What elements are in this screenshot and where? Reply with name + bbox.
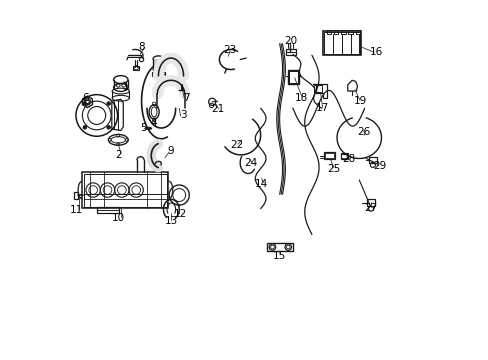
Text: 15: 15 bbox=[272, 251, 285, 261]
Bar bbox=[324, 32, 359, 54]
Text: 20: 20 bbox=[284, 36, 297, 46]
Text: 7: 7 bbox=[183, 93, 189, 103]
Text: 13: 13 bbox=[164, 216, 178, 226]
Circle shape bbox=[107, 102, 110, 105]
Text: 12: 12 bbox=[174, 209, 187, 219]
Bar bbox=[355, 30, 359, 34]
Text: 17: 17 bbox=[315, 103, 328, 113]
Bar bbox=[341, 30, 345, 34]
Circle shape bbox=[83, 102, 86, 105]
Circle shape bbox=[107, 126, 110, 129]
Bar bbox=[74, 192, 78, 199]
Bar bbox=[341, 154, 347, 158]
Text: 6: 6 bbox=[82, 93, 89, 103]
Bar bbox=[333, 30, 338, 34]
Text: 24: 24 bbox=[244, 158, 257, 168]
Bar bbox=[325, 153, 333, 158]
Text: 9: 9 bbox=[167, 146, 174, 156]
Text: 14: 14 bbox=[255, 179, 268, 189]
Text: 26: 26 bbox=[356, 127, 369, 136]
Bar bbox=[266, 243, 292, 251]
Text: 8: 8 bbox=[138, 42, 144, 52]
Text: 29: 29 bbox=[373, 161, 386, 171]
Bar bbox=[287, 69, 298, 84]
Text: 11: 11 bbox=[70, 206, 83, 216]
Bar bbox=[368, 157, 376, 163]
Text: 18: 18 bbox=[295, 93, 308, 103]
Text: 16: 16 bbox=[369, 46, 382, 57]
Text: 19: 19 bbox=[353, 96, 366, 106]
Bar bbox=[366, 199, 374, 206]
Bar bbox=[83, 174, 167, 207]
Text: 5: 5 bbox=[140, 123, 146, 133]
Circle shape bbox=[83, 126, 86, 129]
Bar bbox=[97, 207, 119, 213]
Text: 3: 3 bbox=[180, 111, 186, 121]
Text: 10: 10 bbox=[111, 213, 124, 222]
Bar bbox=[340, 153, 348, 159]
Text: 28: 28 bbox=[342, 154, 355, 164]
Text: 22: 22 bbox=[230, 140, 244, 150]
Bar bbox=[285, 49, 295, 55]
Text: 4: 4 bbox=[150, 118, 157, 128]
Text: 27: 27 bbox=[364, 203, 377, 213]
Text: 2: 2 bbox=[115, 150, 122, 160]
Bar bbox=[313, 85, 321, 93]
Bar bbox=[82, 172, 168, 208]
Bar bbox=[324, 152, 334, 159]
Bar bbox=[132, 66, 139, 69]
Text: 25: 25 bbox=[326, 163, 339, 174]
Text: 23: 23 bbox=[223, 45, 236, 55]
Text: 1: 1 bbox=[122, 82, 129, 92]
Text: 21: 21 bbox=[210, 104, 224, 114]
Bar bbox=[152, 72, 164, 76]
Bar bbox=[288, 71, 297, 83]
Bar bbox=[326, 30, 330, 34]
Bar bbox=[322, 31, 361, 55]
Bar bbox=[348, 30, 352, 34]
